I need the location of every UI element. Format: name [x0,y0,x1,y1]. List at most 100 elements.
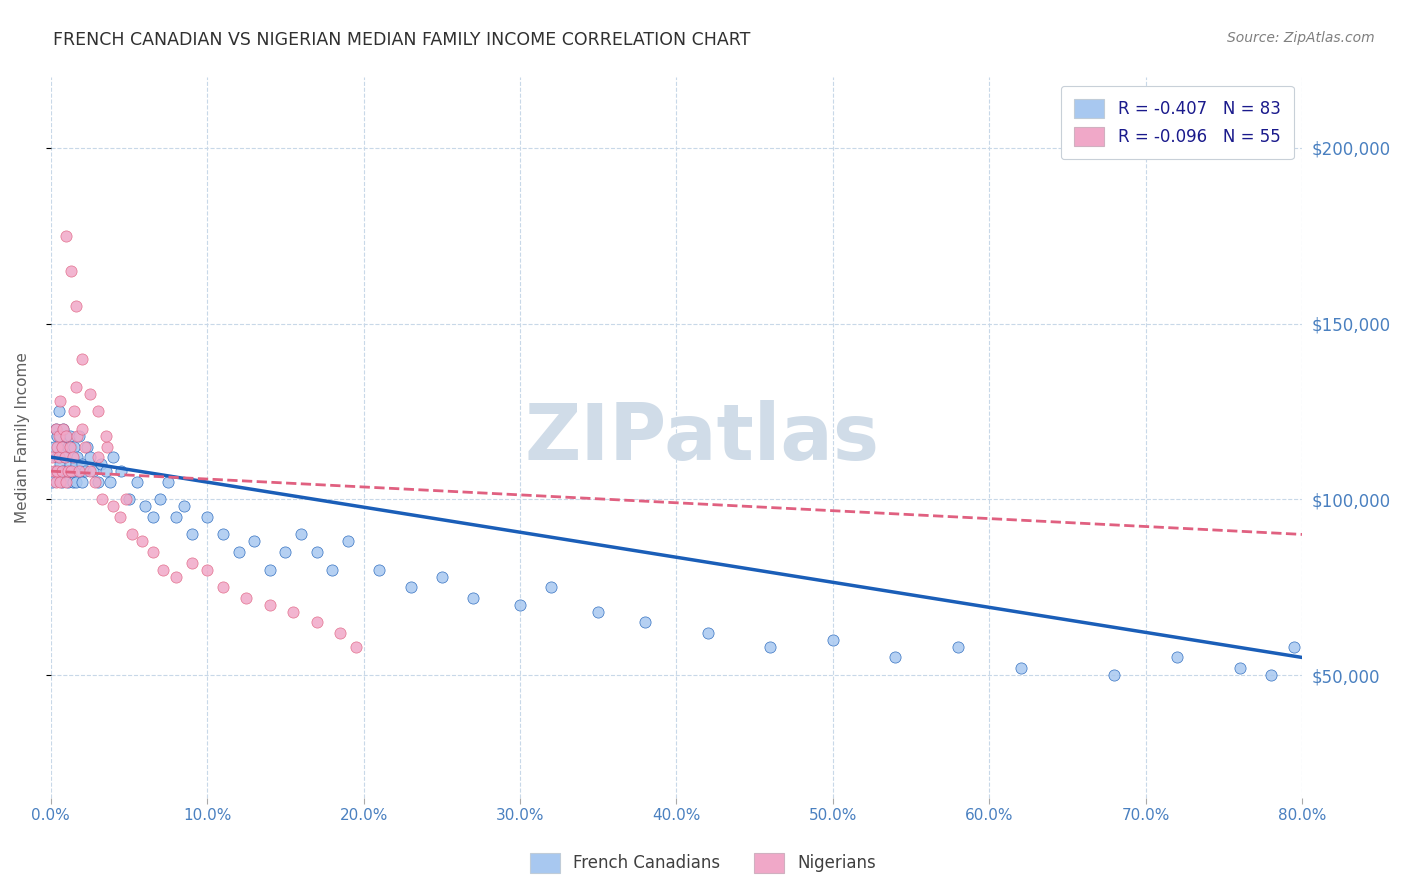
Point [243,534,266,549]
Point [212,527,235,541]
Point [70,422,93,436]
Point [65,475,87,489]
Point [60,464,83,478]
Point [1104,668,1126,682]
Point [884,650,907,665]
Point [51,464,73,478]
Point [42,440,65,454]
Point [62,450,84,464]
Point [540,580,562,594]
Point [94,464,117,478]
Point [46,450,69,464]
Point [1229,661,1251,675]
Point [274,545,297,559]
Point [399,580,422,594]
Point [82,464,104,478]
Point [53,450,76,464]
Point [290,527,312,541]
Point [87,404,110,418]
Point [55,475,77,489]
Point [59,457,82,471]
Point [321,563,343,577]
Point [55,464,77,478]
Point [53,450,76,464]
Point [173,500,195,514]
Point [90,457,112,471]
Point [63,404,86,418]
Point [60,440,83,454]
Point [110,464,132,478]
Text: FRENCH CANADIAN VS NIGERIAN MEDIAN FAMILY INCOME CORRELATION CHART: FRENCH CANADIAN VS NIGERIAN MEDIAN FAMIL… [53,31,751,49]
Point [430,569,453,583]
Point [344,640,367,654]
Point [66,429,89,443]
Point [46,440,69,454]
Point [180,527,202,541]
Point [51,440,73,454]
Point [131,534,153,549]
Point [52,422,75,436]
Point [76,440,98,454]
Point [259,563,281,577]
Point [55,429,77,443]
Point [60,464,83,478]
Point [52,422,75,436]
Y-axis label: Median Family Income: Median Family Income [15,352,30,524]
Point [283,605,305,619]
Point [56,440,79,454]
Point [98,475,121,489]
Point [65,380,87,394]
Point [65,457,87,471]
Point [70,457,93,471]
Point [56,464,79,478]
Point [65,299,87,313]
Point [70,351,93,366]
Point [44,422,66,436]
Point [55,429,77,443]
Point [46,464,69,478]
Point [329,625,352,640]
Point [66,450,89,464]
Point [41,450,63,464]
Point [305,545,328,559]
Point [588,605,610,619]
Point [195,509,218,524]
Point [62,475,84,489]
Point [125,475,148,489]
Point [75,440,97,454]
Point [49,429,72,443]
Point [60,264,83,278]
Point [180,556,202,570]
Point [103,500,125,514]
Point [48,429,70,443]
Point [696,625,718,640]
Point [1166,650,1188,665]
Point [118,492,141,507]
Point [228,545,250,559]
Point [48,404,70,418]
Point [59,440,82,454]
Point [121,527,143,541]
Point [368,563,391,577]
Point [41,475,63,489]
Legend: R = -0.407   N = 83, R = -0.096   N = 55: R = -0.407 N = 83, R = -0.096 N = 55 [1062,86,1294,160]
Point [62,450,84,464]
Point [152,563,174,577]
Point [115,492,138,507]
Point [821,632,844,647]
Point [759,640,782,654]
Point [70,475,93,489]
Point [305,615,328,630]
Point [634,615,657,630]
Point [48,467,70,482]
Point [165,569,187,583]
Point [83,475,105,489]
Point [49,457,72,471]
Point [49,393,72,408]
Point [1284,640,1306,654]
Point [259,598,281,612]
Point [79,450,101,464]
Point [44,464,66,478]
Point [212,580,235,594]
Point [56,475,79,489]
